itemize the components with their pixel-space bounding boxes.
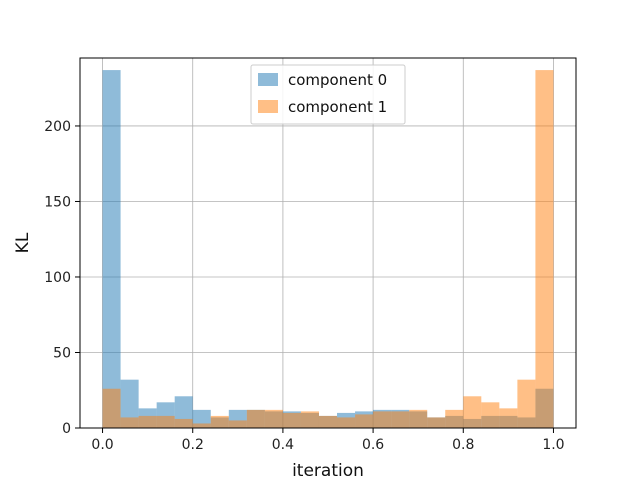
bar-component-1	[318, 415, 338, 428]
bar-component-1	[517, 379, 536, 428]
bar-component-1	[174, 418, 193, 428]
legend-label-component-1: component 1	[288, 98, 387, 116]
x-tick-label: 0.6	[362, 437, 384, 453]
bar-component-1	[481, 402, 500, 428]
x-tick-label: 0.2	[182, 437, 204, 453]
bar-component-1	[409, 409, 428, 428]
y-tick-label: 100	[44, 270, 71, 286]
x-tick-label: 0.4	[272, 437, 294, 453]
y-tick-label: 0	[62, 421, 71, 437]
bar-component-1	[102, 388, 121, 428]
bar-component-1	[499, 408, 518, 428]
bar-component-0	[102, 70, 121, 428]
bar-component-1	[355, 414, 374, 428]
histogram-bars	[102, 70, 554, 428]
y-tick-label: 50	[53, 345, 71, 361]
bar-component-1	[138, 415, 157, 428]
bar-component-1	[282, 412, 301, 428]
bar-component-1	[373, 411, 392, 428]
bar-component-1	[391, 411, 410, 428]
y-tick-label: 200	[44, 119, 71, 135]
legend: component 0 component 1	[250, 64, 406, 125]
legend-label-component-0: component 0	[288, 71, 387, 89]
bar-component-0	[120, 379, 139, 428]
bar-component-1	[210, 415, 229, 428]
bar-component-1	[535, 70, 554, 428]
x-tick-label: 0.0	[91, 437, 113, 453]
bar-component-1	[300, 411, 319, 428]
x-tick-label: 0.8	[452, 437, 474, 453]
plot-frame	[79, 57, 577, 429]
bar-component-1	[337, 417, 356, 428]
bar-component-1	[264, 409, 283, 428]
legend-swatch-component-1	[258, 100, 278, 113]
bar-component-1	[445, 409, 464, 428]
legend-swatch-component-0	[258, 73, 278, 86]
x-tick-label: 1.0	[542, 437, 564, 453]
bar-component-1	[192, 423, 211, 428]
x-axis-title: iteration	[292, 461, 364, 480]
bar-component-1	[120, 417, 139, 428]
y-tick-label: 150	[44, 194, 71, 210]
y-axis-title: KL	[13, 232, 33, 253]
bar-component-1	[463, 396, 482, 428]
bar-component-1	[156, 415, 175, 428]
bar-component-1	[228, 420, 247, 428]
bar-component-1	[427, 417, 446, 428]
legend-frame	[250, 64, 406, 125]
axis-ticks: 0.0 0.2 0.4 0.6 0.8 1.0 0 50 100 150 200	[44, 119, 564, 453]
bar-component-1	[246, 409, 265, 428]
